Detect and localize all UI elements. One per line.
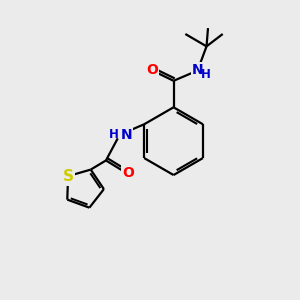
Text: N: N: [192, 63, 203, 76]
Text: N: N: [120, 128, 132, 142]
Text: O: O: [122, 166, 134, 180]
Text: H: H: [201, 68, 211, 80]
Text: S: S: [63, 169, 74, 184]
Text: O: O: [146, 64, 158, 77]
Text: H: H: [109, 128, 119, 141]
